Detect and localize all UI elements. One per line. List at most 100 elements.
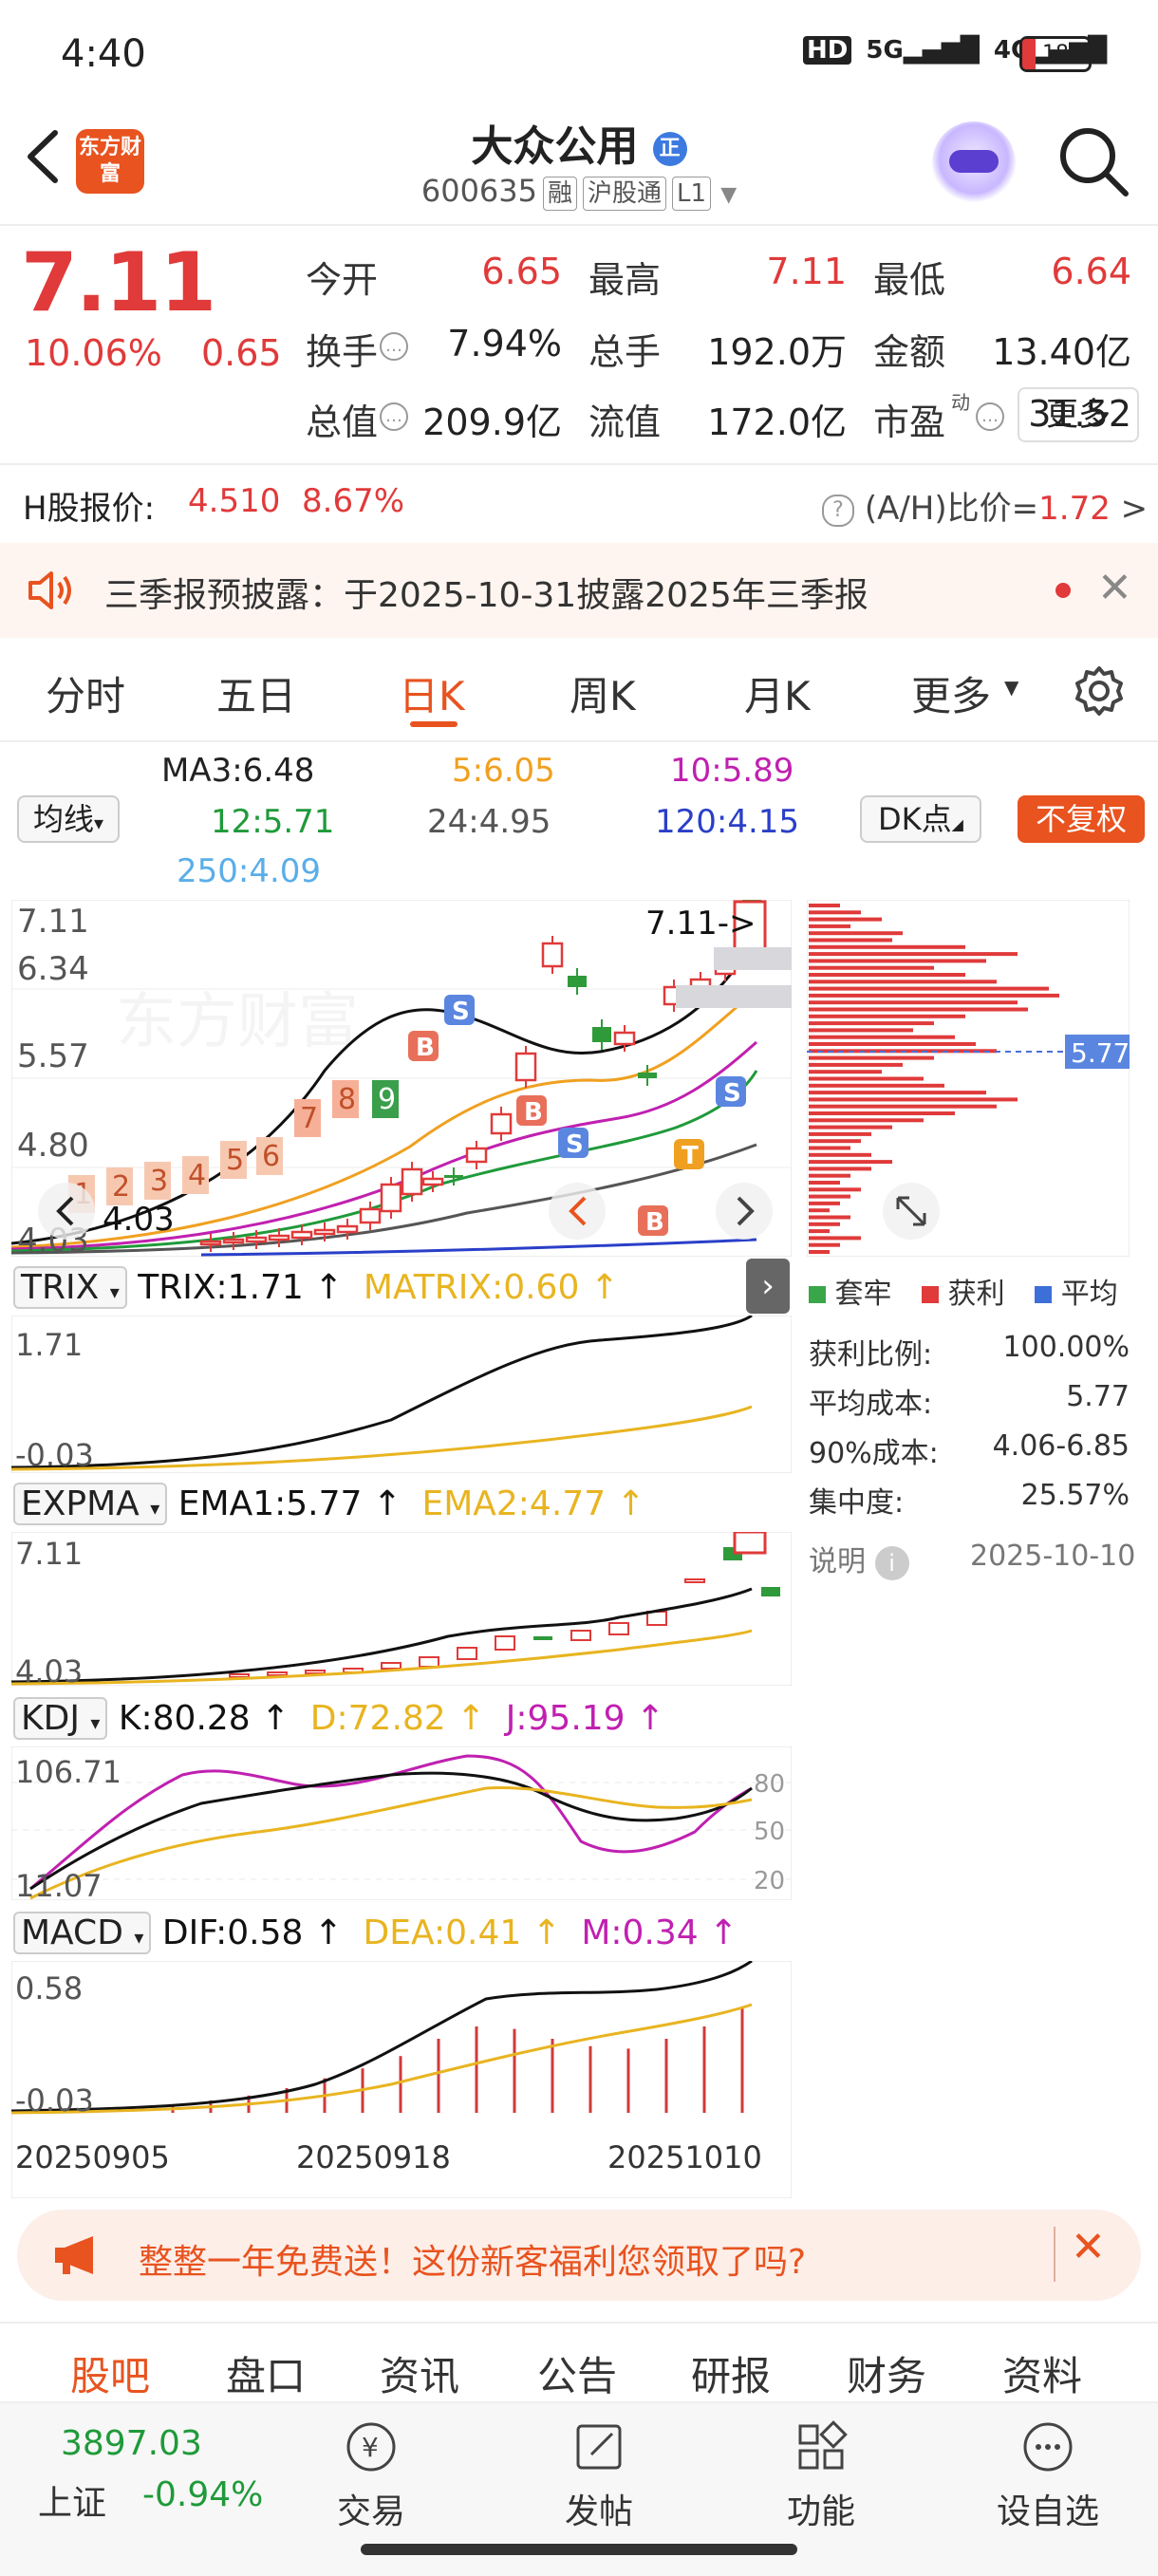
back-arrow-icon[interactable]: [21, 125, 68, 188]
search-icon[interactable]: [1055, 123, 1131, 199]
tab-0[interactable]: 分时: [46, 673, 126, 719]
average-cost-value: 5.77: [1071, 1037, 1130, 1069]
signal-badge[interactable]: [674, 1139, 704, 1169]
quote-value: 31.52: [1028, 393, 1131, 435]
info-tab-4[interactable]: 研报: [691, 2353, 772, 2399]
info-tab-6[interactable]: 资料: [1002, 2353, 1083, 2399]
scroll-right-button[interactable]: [716, 1183, 773, 1240]
expma-candle: [267, 1671, 288, 1676]
chip-bar: [809, 917, 882, 922]
signal-badge[interactable]: [558, 1128, 588, 1158]
dk-point-button[interactable]: DK点◢: [860, 795, 981, 843]
kdj-level-20: 20: [754, 1867, 785, 1895]
yen-coin-icon: ¥: [346, 2422, 396, 2472]
stock-code-line[interactable]: 600635 融沪股通 L1 ▼: [0, 173, 1158, 211]
quote-value: 7.94%: [447, 323, 562, 364]
index-name: 上证: [38, 2484, 107, 2523]
price-zone-band: [676, 985, 792, 1008]
legend-profit: 获利: [947, 1278, 1005, 1311]
tab-1[interactable]: 五日: [216, 673, 297, 719]
candle: [421, 1177, 444, 1186]
candle: [613, 1031, 636, 1046]
info-tab-1[interactable]: 盘口: [226, 2353, 307, 2399]
chip-bar: [809, 1201, 840, 1205]
chip-bar: [809, 1167, 871, 1171]
chip-legend: 套牢 获利 平均: [809, 1270, 1118, 1312]
dropdown-caret-icon[interactable]: ▼: [720, 183, 738, 207]
sequence-label: 6: [262, 1140, 280, 1173]
macd-chart[interactable]: 0.58 -0.03 20250905 20250918 20251010: [11, 1961, 792, 2198]
notice-banner[interactable]: 三季报预披露：于2025-10-31披露2025年三季报 ✕: [0, 543, 1158, 638]
promo-banner[interactable]: 整整一年免费送！这份新客福利您领取了吗? ✕: [17, 2210, 1141, 2301]
signal-label: B: [645, 1208, 664, 1237]
ma120-line: [200, 1238, 757, 1257]
tab-3[interactable]: 周K: [570, 673, 636, 719]
robot-assistant-avatar[interactable]: [932, 121, 1016, 205]
post-button[interactable]: 发帖: [556, 2418, 642, 2533]
info-icon[interactable]: …: [380, 402, 408, 431]
info-tab-2[interactable]: 资讯: [380, 2353, 460, 2399]
help-icon[interactable]: ?: [822, 494, 854, 527]
no-adjust-button[interactable]: 不复权: [1018, 795, 1145, 843]
tab-4[interactable]: 月K: [744, 673, 811, 719]
candle: [592, 1027, 611, 1042]
macd-selector[interactable]: MACD ▾: [13, 1912, 152, 1954]
sequence-label: 9: [378, 1083, 396, 1116]
expma-top-label: 7.11: [15, 1536, 83, 1572]
ma-selector[interactable]: 均线▾: [17, 795, 120, 843]
info-tab-3[interactable]: 公告: [537, 2353, 618, 2399]
signal-badge[interactable]: [444, 995, 475, 1025]
quote-label: 最高: [588, 259, 662, 301]
function-button[interactable]: 功能: [778, 2418, 864, 2533]
trix-line: [11, 1316, 753, 1469]
trade-button[interactable]: ¥ 交易: [328, 2418, 414, 2533]
info-tab-5[interactable]: 财务: [847, 2353, 927, 2399]
kline-chart[interactable]: 东方财富 7.11 6.34 5.57 4.80 4.03 7.11-> 4.0…: [11, 900, 792, 1257]
chip-distribution-chart[interactable]: 5.77: [807, 900, 1130, 1257]
collapse-panel-button[interactable]: ›: [746, 1259, 790, 1314]
kdj-chart[interactable]: 106.71 11.07 80 50 20: [11, 1746, 792, 1900]
info-icon[interactable]: i: [874, 1546, 909, 1580]
scroll-left-button[interactable]: [549, 1183, 606, 1240]
app-logo[interactable]: 东方财富: [76, 129, 144, 194]
index-value[interactable]: 3897.03: [61, 2424, 202, 2463]
add-watchlist-button[interactable]: 设自选: [991, 2418, 1105, 2533]
stock-name: 大众公用: [471, 122, 639, 171]
tab-5[interactable]: 更多: [911, 673, 992, 719]
chip-note[interactable]: 说明 i: [809, 1538, 909, 1580]
signal-badge[interactable]: [638, 1205, 668, 1236]
signal-badge[interactable]: [408, 1031, 439, 1061]
settings-gear-icon[interactable]: [1073, 664, 1126, 718]
expma-chart[interactable]: 7.11 4.03: [11, 1532, 792, 1686]
chip-bar: [809, 1194, 850, 1199]
sequence-label: 3: [150, 1165, 168, 1198]
signal-badge[interactable]: [516, 1095, 547, 1126]
info-tab-0[interactable]: 股吧: [70, 2353, 151, 2399]
trix-chart[interactable]: 1.71 -0.03: [11, 1316, 792, 1473]
promo-close-icon[interactable]: ✕: [1071, 2223, 1106, 2271]
info-icon[interactable]: …: [976, 402, 1004, 431]
chip-bar: [809, 910, 861, 915]
signal-badge[interactable]: [716, 1076, 746, 1107]
signal-label: B: [524, 1098, 543, 1127]
notice-text: 三季报预披露：于2025-10-31披露2025年三季报: [104, 576, 868, 615]
legend-average: 平均: [1060, 1278, 1118, 1311]
ma5-line: [11, 988, 757, 1249]
tag-connect: 沪股通: [583, 177, 667, 211]
trix-selector[interactable]: TRIX ▾: [13, 1266, 127, 1309]
zoom-out-button[interactable]: [38, 1183, 95, 1240]
chevron-right-icon: >: [1120, 490, 1149, 528]
ah-ratio[interactable]: ? (A/H)比价=1.72 >: [818, 482, 1148, 529]
chip-bar: [809, 1139, 861, 1144]
more-button[interactable]: 更多: [1018, 387, 1139, 442]
quote-label: 总值: [306, 401, 379, 443]
close-icon[interactable]: ✕: [1097, 564, 1132, 612]
info-icon[interactable]: …: [380, 332, 408, 361]
kdj-selector[interactable]: KDJ ▾: [13, 1697, 108, 1740]
ema2-value: EMA2:4.77: [421, 1484, 607, 1523]
expand-icon[interactable]: [883, 1183, 940, 1240]
expma-selector[interactable]: EXPMA ▾: [13, 1483, 168, 1525]
tab-2[interactable]: 日K: [399, 673, 465, 719]
dif-line: [11, 1961, 753, 2113]
trix-value: TRIX:1.71: [138, 1268, 304, 1307]
